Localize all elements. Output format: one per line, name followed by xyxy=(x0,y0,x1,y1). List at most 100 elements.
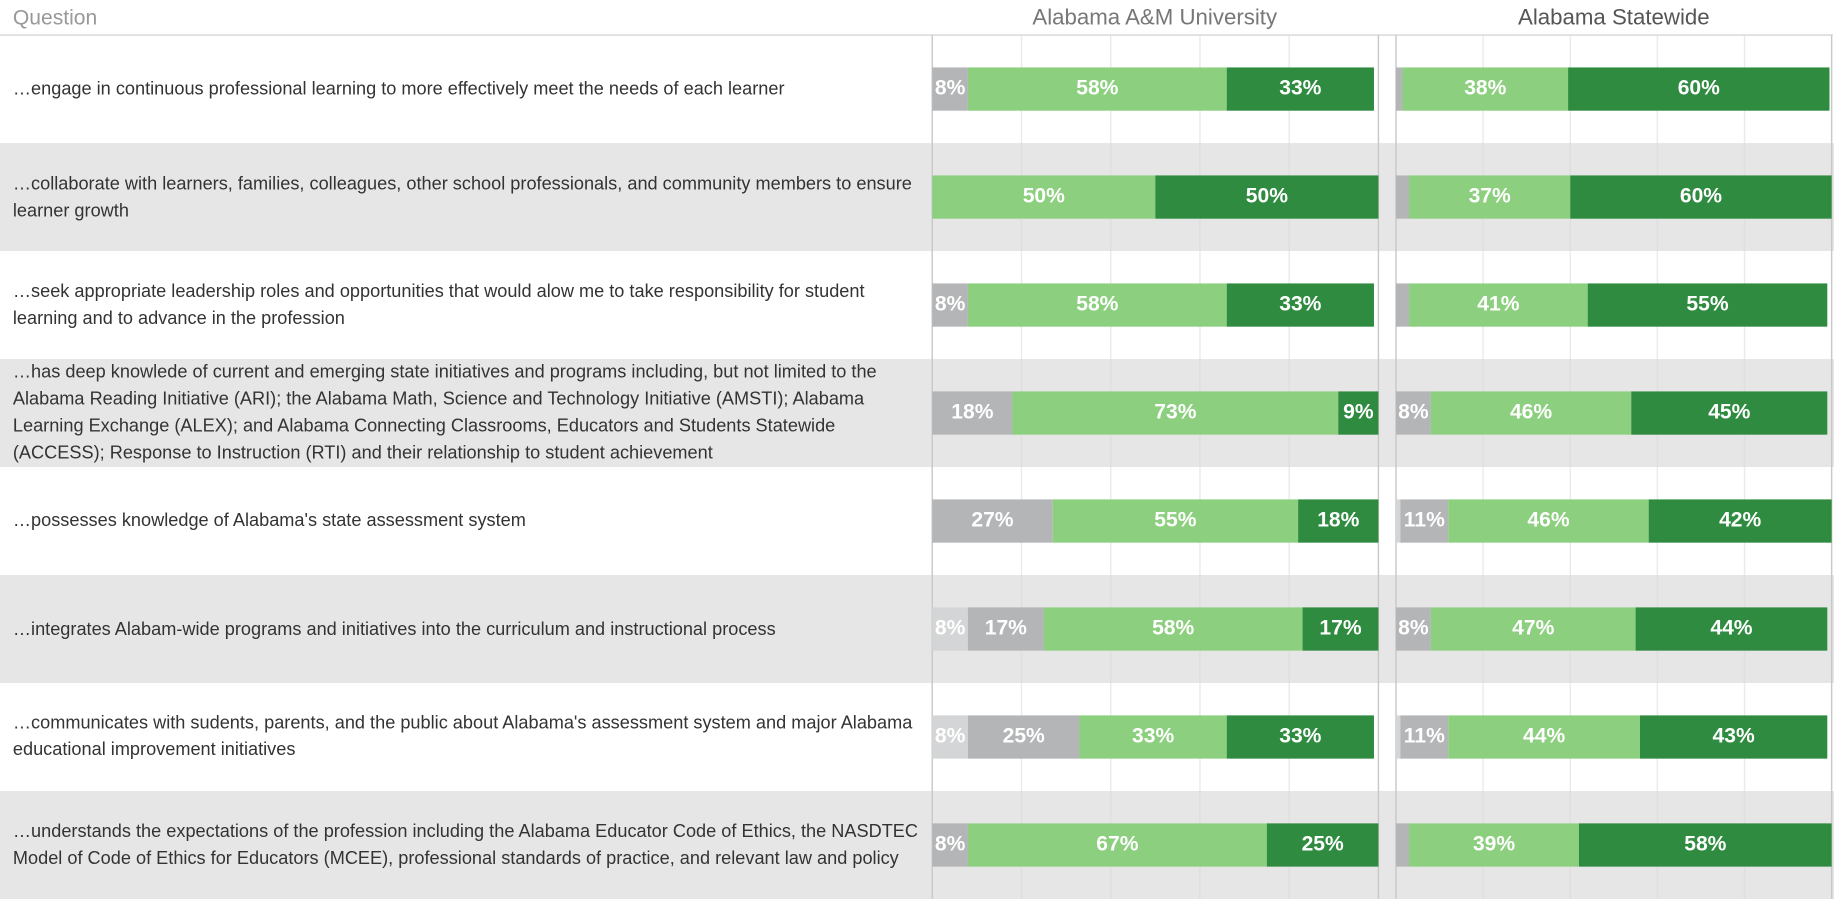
question-cell: …collaborate with learners, families, co… xyxy=(12,173,912,221)
bar-segment xyxy=(1395,823,1410,867)
bar-label: 58% xyxy=(1152,617,1194,640)
bar-label: 50% xyxy=(1246,185,1288,208)
bar-segment xyxy=(932,499,1053,543)
bar-segment xyxy=(1226,67,1374,111)
bar-label: 58% xyxy=(1076,77,1118,100)
bar-segment xyxy=(967,67,1227,111)
bar-label: 44% xyxy=(1523,725,1565,748)
panel-title: Alabama A&M University xyxy=(1032,5,1278,30)
bar-label: 55% xyxy=(1686,293,1728,316)
question-label: …integrates Alabam-wide programs and ini… xyxy=(12,619,776,639)
column-header: Question xyxy=(13,6,97,29)
bar-label: 50% xyxy=(1023,185,1065,208)
bar-segment xyxy=(1012,391,1339,435)
bar-segment xyxy=(1648,499,1832,543)
bar-segment xyxy=(1298,499,1379,543)
bar-segment xyxy=(967,715,1080,759)
bar-segment xyxy=(1448,715,1640,759)
bar-label: 8% xyxy=(935,293,966,316)
bar-segment xyxy=(967,823,1267,867)
bar-segment xyxy=(1395,607,1431,651)
bar-segment xyxy=(1409,283,1588,327)
bar-segment xyxy=(1409,823,1579,867)
bar-segment xyxy=(1400,499,1449,543)
bar-label: 8% xyxy=(935,725,966,748)
bar-label: 17% xyxy=(1319,617,1361,640)
bar-label: 43% xyxy=(1713,725,1755,748)
bar-segment xyxy=(1400,715,1449,759)
bar-segment xyxy=(1568,67,1830,111)
question-cell: …communicates with sudents, parents, and… xyxy=(12,713,913,761)
bar-label: 11% xyxy=(1404,725,1445,748)
bar-label: 25% xyxy=(1003,725,1045,748)
bar-label: 11% xyxy=(1404,509,1445,532)
bar-label: 33% xyxy=(1279,77,1321,100)
bar-segment xyxy=(932,391,1013,435)
bar-segment xyxy=(1155,175,1379,219)
bar-segment xyxy=(932,67,968,111)
bar-segment xyxy=(932,715,968,759)
question-label: …communicates with sudents, parents, and… xyxy=(12,713,913,761)
bar-segment xyxy=(1570,175,1832,219)
bar-segment xyxy=(1395,67,1403,111)
bar-segment xyxy=(932,283,968,327)
bar-label: 58% xyxy=(1076,293,1118,316)
bar-label: 55% xyxy=(1154,509,1196,532)
bar-segment xyxy=(1395,715,1401,759)
bar-label: 8% xyxy=(1398,401,1429,424)
bar-segment xyxy=(1430,607,1636,651)
bar-label: 17% xyxy=(985,617,1027,640)
question-cell: …seek appropriate leadership roles and o… xyxy=(13,282,865,329)
bar-segment xyxy=(1587,283,1828,327)
bar-label: 58% xyxy=(1684,833,1726,856)
question-label: …engage in continuous professional learn… xyxy=(12,79,785,100)
bar-segment xyxy=(1226,283,1374,327)
bar-label: 33% xyxy=(1279,293,1321,316)
bar-label: 46% xyxy=(1510,401,1552,424)
bar-segment xyxy=(1409,175,1571,219)
question-label: …possesses knowledge of Alabama's state … xyxy=(12,511,526,531)
question-cell: …integrates Alabam-wide programs and ini… xyxy=(12,619,776,639)
bar-label: 8% xyxy=(1398,617,1429,640)
bar-segment xyxy=(967,283,1227,327)
bar-segment xyxy=(1266,823,1379,867)
bar-label: 8% xyxy=(935,77,966,100)
bar-label: 46% xyxy=(1527,509,1569,532)
bar-label: 60% xyxy=(1678,77,1720,100)
bar-label: 33% xyxy=(1279,725,1321,748)
bar-label: 39% xyxy=(1473,833,1515,856)
bar-label: 73% xyxy=(1154,401,1196,424)
question-label: …collaborate with learners, families, co… xyxy=(12,173,912,221)
question-cell: …has deep knowlede of current and emergi… xyxy=(12,362,877,464)
bar-segment xyxy=(1430,391,1632,435)
bar-label: 67% xyxy=(1096,833,1138,856)
bar-label: 25% xyxy=(1302,833,1344,856)
question-label: …has deep knowlede of current and emergi… xyxy=(12,362,877,464)
question-label: …understands the expectations of the pro… xyxy=(12,821,919,869)
bar-segment xyxy=(1338,391,1379,435)
bar-segment xyxy=(1635,607,1828,651)
bar-label: 8% xyxy=(935,833,966,856)
bar-segment xyxy=(1395,499,1401,543)
bar-segment xyxy=(1402,67,1569,111)
bar-segment xyxy=(1578,823,1832,867)
bar-label: 27% xyxy=(971,509,1013,532)
bar-segment xyxy=(932,607,968,651)
bar-label: 9% xyxy=(1343,401,1374,424)
bar-label: 60% xyxy=(1680,185,1722,208)
bar-label: 18% xyxy=(951,401,993,424)
bar-segment xyxy=(1639,715,1828,759)
bar-label: 41% xyxy=(1477,293,1519,316)
bar-segment xyxy=(1395,391,1431,435)
panel-title: Alabama Statewide xyxy=(1518,5,1710,30)
question-cell: …engage in continuous professional learn… xyxy=(12,79,785,100)
bar-label: 37% xyxy=(1469,185,1511,208)
bar-segment xyxy=(967,607,1044,651)
question-cell: …possesses knowledge of Alabama's state … xyxy=(12,511,526,531)
bar-label: 8% xyxy=(935,617,966,640)
bar-label: 47% xyxy=(1512,617,1554,640)
bar-segment xyxy=(1052,499,1299,543)
bar-segment xyxy=(1631,391,1828,435)
bar-segment xyxy=(932,823,968,867)
bar-label: 44% xyxy=(1710,617,1752,640)
